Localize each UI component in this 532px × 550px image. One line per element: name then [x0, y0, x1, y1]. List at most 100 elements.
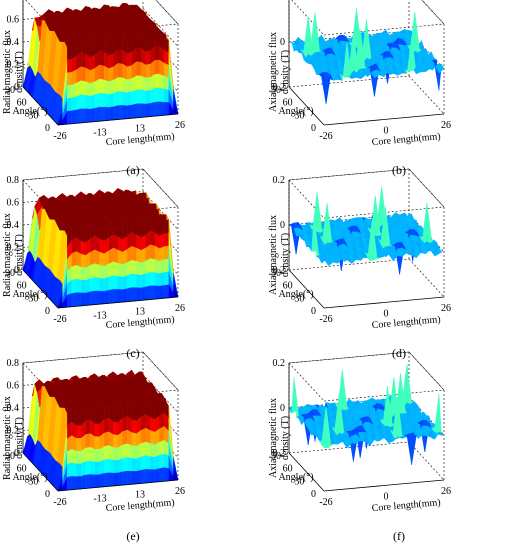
surface-wall — [140, 273, 146, 289]
z-axis-label-line: Radial magnetic flux — [2, 396, 13, 480]
surface-wall — [85, 419, 91, 435]
surface-wall — [131, 471, 137, 485]
z-axis-label-line: density(T) — [14, 417, 25, 459]
surface-wall — [71, 82, 77, 99]
surface-wall — [99, 238, 105, 254]
surface-wall — [164, 219, 169, 234]
axis-frame — [288, 363, 445, 492]
x-axis-line — [323, 479, 445, 492]
y-axis-label: Angle(°) — [12, 472, 47, 483]
x-axis-line — [323, 113, 445, 126]
surface-wall — [117, 63, 123, 78]
surface-wall — [122, 415, 128, 432]
surface-wall — [150, 230, 156, 247]
surface-wall — [94, 78, 100, 96]
surface-wall — [108, 66, 114, 82]
surface-wall — [94, 235, 100, 253]
x-tick-label: -26 — [53, 314, 66, 325]
surface-wall — [145, 285, 151, 301]
surface — [288, 8, 445, 104]
y-axis-line — [288, 86, 325, 126]
surface-wall — [108, 106, 114, 121]
surface-wall — [117, 236, 123, 253]
z-tick-label: 0 — [280, 37, 285, 48]
surface-wall — [99, 446, 105, 463]
surface-wall — [90, 94, 96, 110]
surface-wall — [117, 276, 123, 290]
surface-wall — [150, 271, 156, 286]
surface-wall — [154, 46, 160, 61]
surface-wall — [131, 432, 137, 447]
y-tick-label: 30 — [28, 293, 38, 304]
surface-wall — [136, 274, 142, 289]
surface-wall — [150, 456, 156, 470]
surface-wall — [80, 66, 86, 82]
surface-wall — [90, 249, 96, 266]
surface-wall — [164, 62, 169, 78]
surface-wall — [99, 277, 105, 292]
surface-wall — [99, 290, 105, 305]
surface-wall — [76, 264, 82, 281]
x-axis-line — [57, 479, 179, 492]
surface-wall — [99, 225, 105, 242]
surface-wall — [113, 408, 119, 423]
surface-wall — [71, 448, 77, 465]
surface-wall — [90, 446, 96, 463]
x-tick-label: -26 — [319, 497, 332, 508]
surface-wall — [76, 66, 82, 84]
axis-frame — [22, 0, 179, 126]
figure-caption: (d) — [392, 346, 406, 360]
surface-wall — [122, 63, 128, 80]
surface-wall — [117, 49, 123, 65]
grid-line — [408, 441, 445, 481]
surface-patch — [436, 431, 445, 436]
surface-wall — [76, 108, 82, 124]
surface-wall — [150, 430, 156, 445]
surface-wall — [113, 460, 119, 474]
surface-wall — [113, 275, 119, 290]
y-tick-label: 0 — [45, 306, 50, 317]
grid-line — [288, 168, 410, 181]
figure-caption: (b) — [392, 163, 406, 177]
z-axis-label-line: Axial magnetic flux — [268, 32, 279, 112]
surface-wall — [113, 421, 119, 436]
x-axis-line — [323, 296, 445, 309]
surface-wall — [85, 447, 91, 462]
surface-wall — [127, 51, 132, 68]
surface-wall — [113, 447, 119, 461]
grid-line — [323, 23, 445, 36]
surface-wall — [94, 92, 100, 109]
surface-wall — [122, 262, 128, 278]
axis-frame — [288, 180, 445, 309]
surface-wall — [108, 472, 114, 487]
grid-line — [288, 75, 410, 88]
surface-wall — [67, 59, 72, 73]
surface-wall — [159, 272, 165, 287]
surface-wall — [136, 456, 142, 472]
surface-wall — [164, 232, 169, 247]
surface-wall — [150, 244, 156, 260]
surface-wall — [145, 103, 151, 118]
surface-wall — [154, 259, 160, 274]
surface-wall — [127, 273, 132, 289]
grid-line — [408, 168, 445, 208]
surface-wall — [108, 458, 114, 474]
surface-wall — [164, 271, 169, 286]
surface-wall — [67, 46, 72, 61]
surface-wall — [104, 93, 109, 108]
surface-wall — [67, 448, 72, 465]
surface-wall — [94, 106, 100, 122]
surface-wall — [80, 447, 86, 464]
z-tick-label: 0.8 — [7, 358, 20, 369]
y-tick-label: 0 — [311, 123, 316, 134]
x-tick-label: 26 — [441, 303, 451, 314]
surface-wall — [164, 245, 169, 260]
surface-wall — [140, 234, 146, 251]
surface-wall — [159, 87, 165, 103]
surface-wall — [127, 65, 132, 80]
surface-wall — [104, 263, 109, 279]
y-tick-label: 60 — [17, 281, 27, 292]
surface-wall — [154, 285, 160, 300]
y-tick-label: 60 — [17, 464, 27, 475]
surface-wall — [159, 233, 165, 249]
